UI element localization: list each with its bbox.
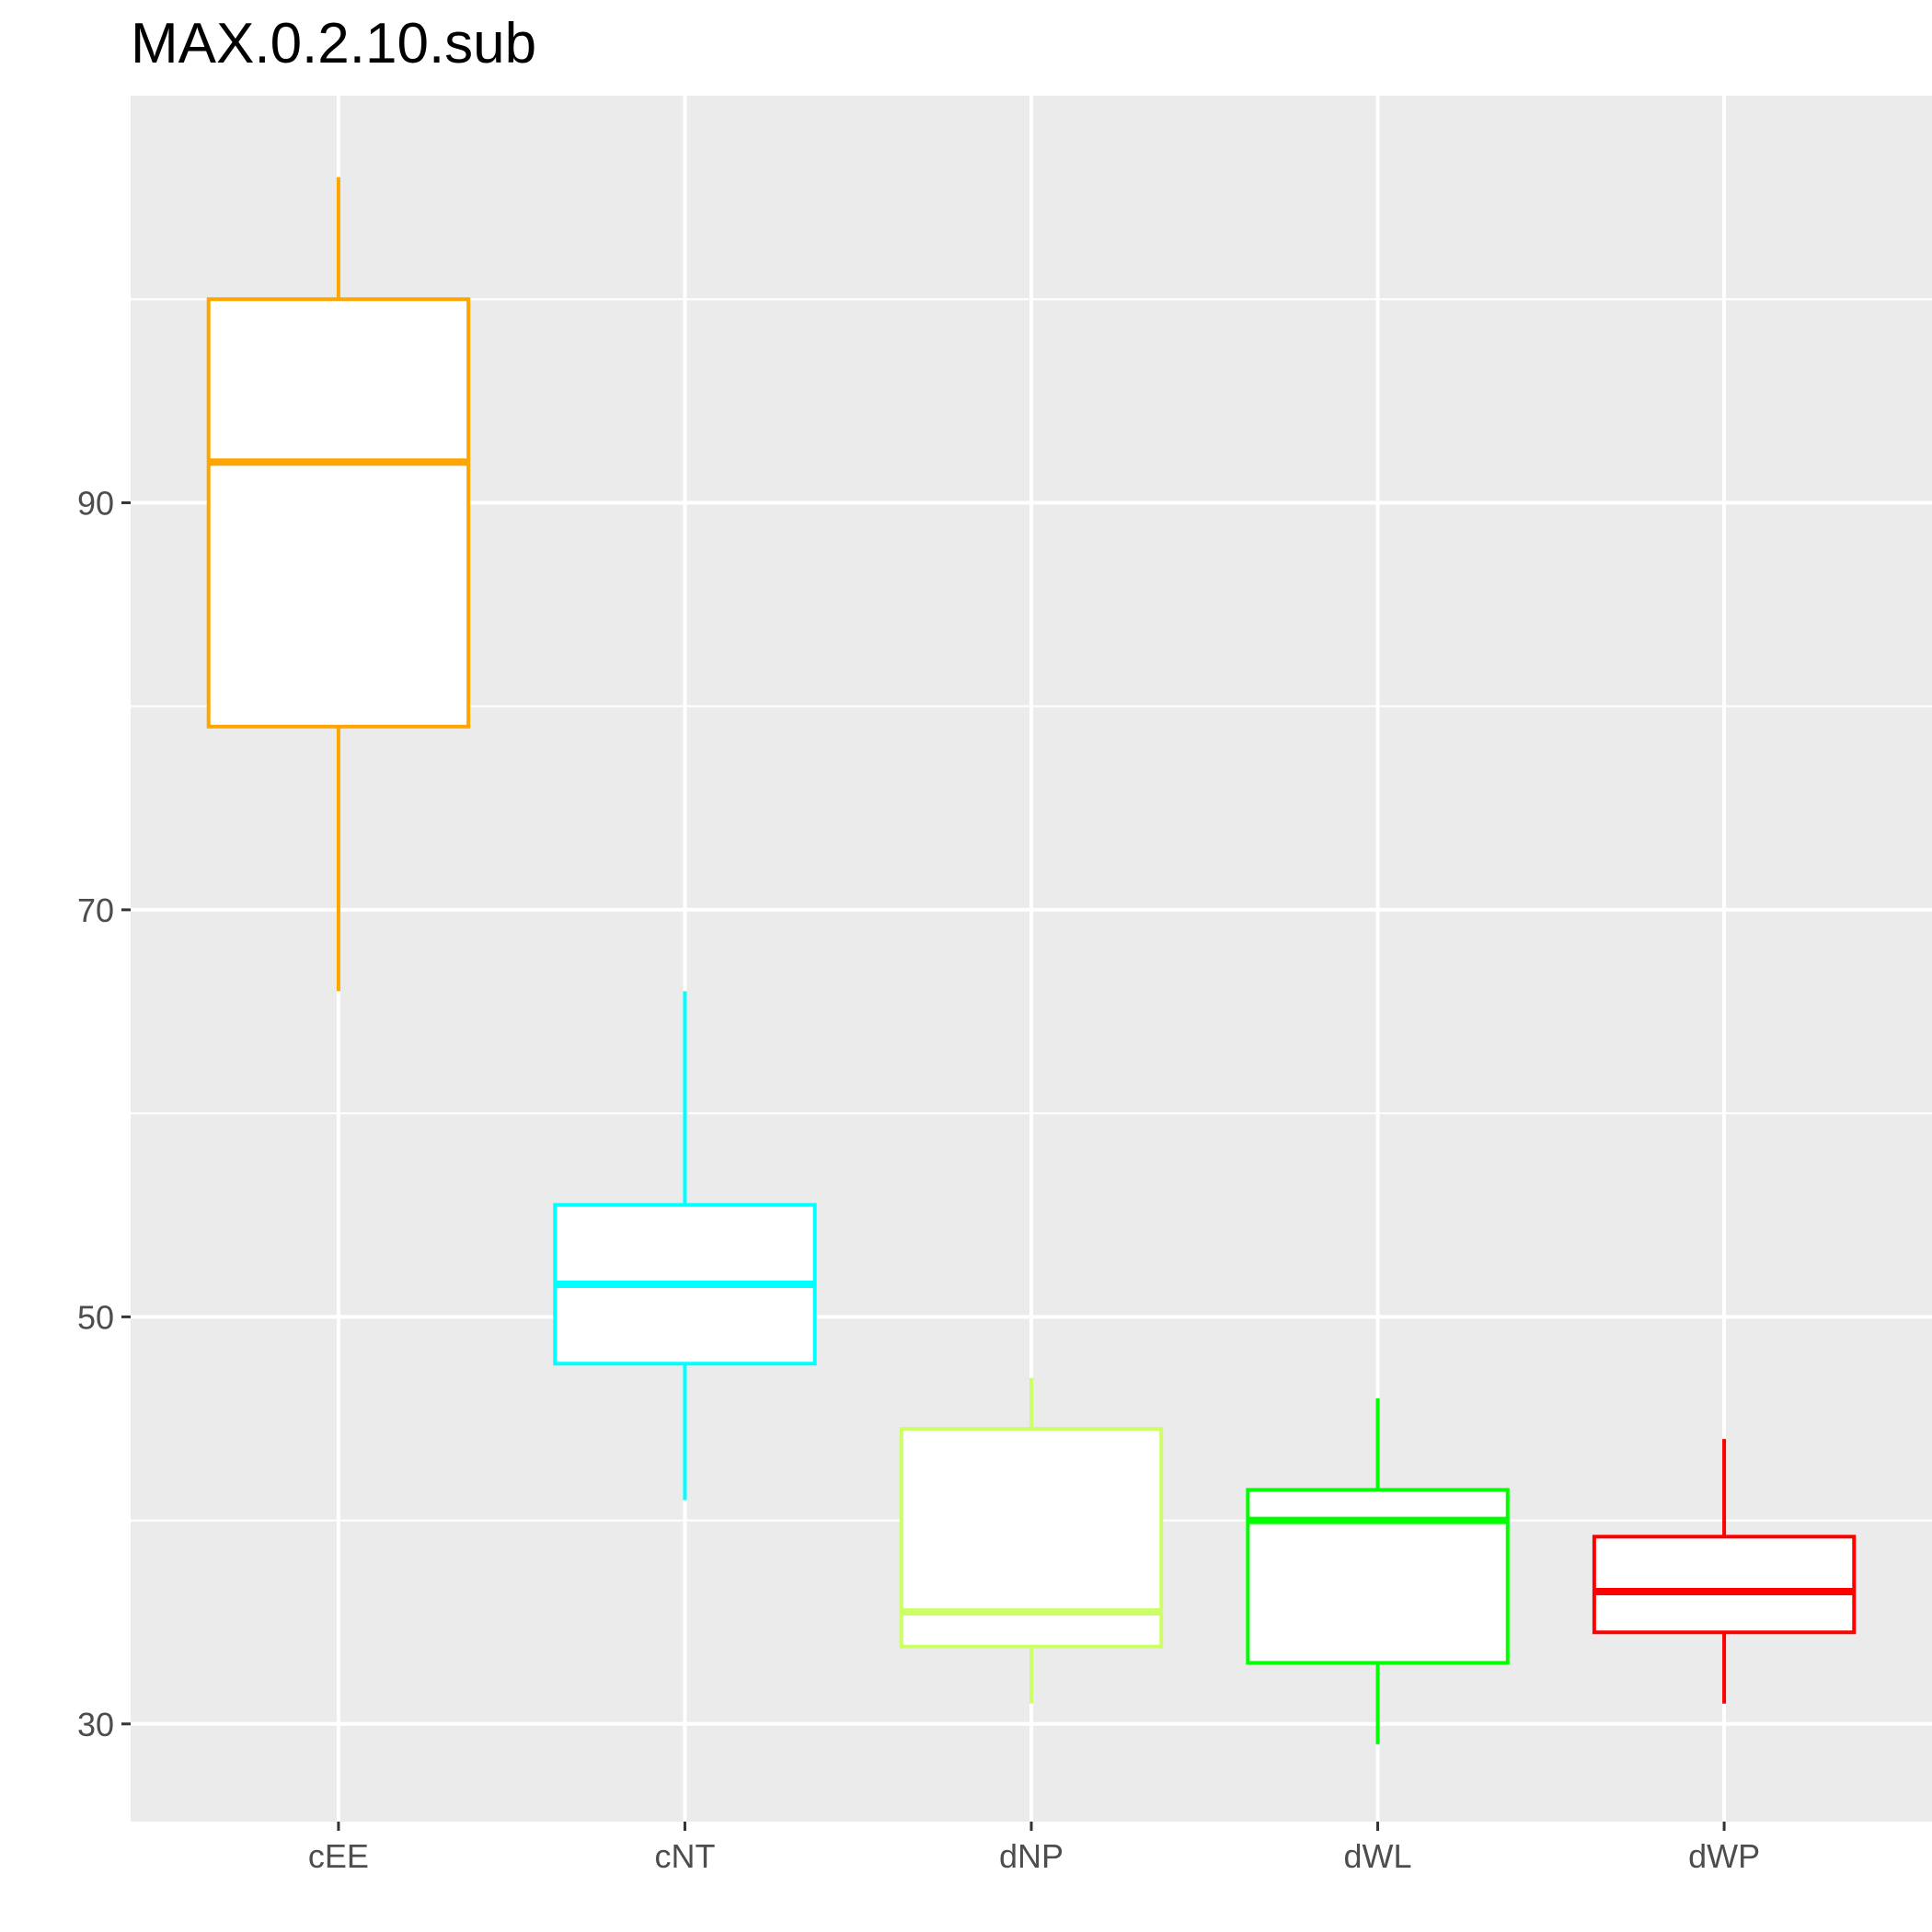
box-dwp (1592, 1439, 1857, 1704)
y-tick-label: 50 (77, 1298, 114, 1336)
x-tick-label-dnp: dNP (999, 1837, 1064, 1875)
y-tick-label: 70 (77, 891, 114, 929)
box-dwl (1246, 1397, 1510, 1744)
y-tick-label: 30 (77, 1706, 114, 1743)
x-tick-label-cnt: cNT (654, 1837, 715, 1875)
box-body (206, 297, 471, 729)
chart-title: MAX.0.2.10.sub (131, 12, 537, 75)
x-tick-label-dwl: dWL (1344, 1837, 1412, 1875)
box-cee (206, 177, 471, 992)
x-tick-label-cee: cEE (308, 1837, 369, 1875)
box-series (206, 177, 1857, 1744)
y-tick-label: 90 (77, 484, 114, 522)
x-axis: cEE cNT dNP dWL dWP (308, 1822, 1760, 1875)
x-tick-label-dwp: dWP (1688, 1837, 1760, 1875)
major-gridlines (131, 96, 1932, 1822)
y-axis: 30 50 70 90 (77, 484, 131, 1743)
box-dnp (899, 1377, 1164, 1704)
box-body (1246, 1488, 1510, 1665)
box-cnt (553, 991, 817, 1501)
box-body (1592, 1535, 1857, 1635)
